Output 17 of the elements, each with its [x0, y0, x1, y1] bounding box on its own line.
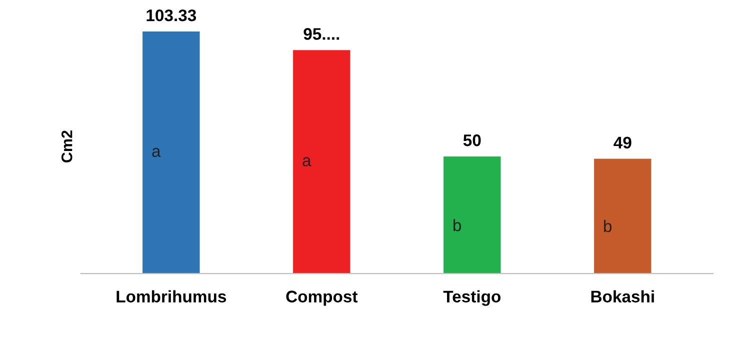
- x-tick-label: Testigo: [443, 290, 501, 306]
- x-tick-label: Lombrihumus: [116, 290, 226, 302]
- annotation: a: [152, 148, 161, 158]
- data-label: 103.33: [146, 9, 196, 22]
- bar: [594, 158, 652, 274]
- bar: [293, 50, 350, 274]
- x-tick-label: Compost: [286, 290, 358, 306]
- data-label: 95....: [304, 28, 340, 40]
- x-tick-label: Bokashi: [591, 290, 654, 302]
- annotation: b: [604, 220, 612, 232]
- data-label: 49: [614, 136, 632, 149]
- annotation: b: [454, 218, 462, 232]
- data-label: 50: [463, 134, 481, 146]
- y-axis-title: Cm2: [61, 130, 72, 162]
- annotation: a: [302, 157, 312, 166]
- bar: [142, 32, 200, 274]
- bar: [444, 156, 501, 274]
